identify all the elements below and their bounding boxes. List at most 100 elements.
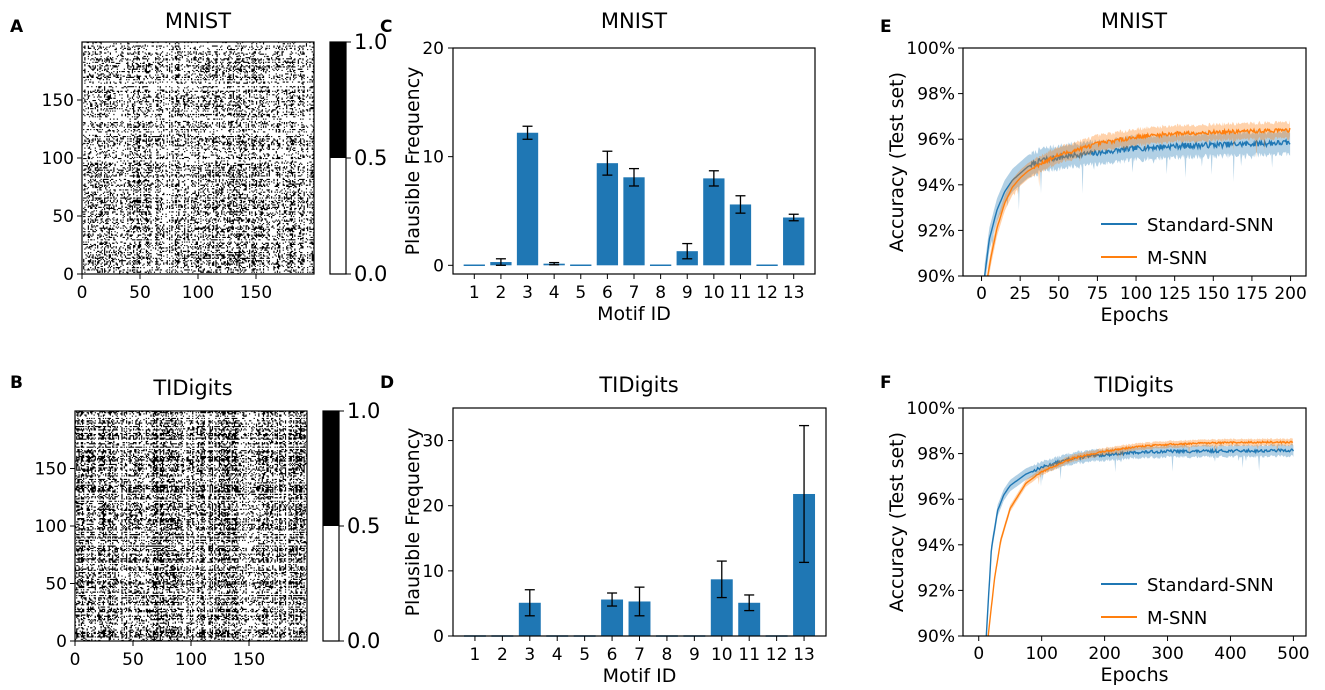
panel-title: MNIST — [1101, 9, 1167, 33]
bar — [729, 204, 752, 266]
y-tick-label: 30 — [422, 432, 444, 452]
line-panel-e: E MNIST 0 25 50 75 100 125 150 175 200 90% 92% 94% 96%… — [880, 9, 1307, 326]
panel-letter: A — [10, 17, 24, 37]
y-axis-label: Plausible Frequency — [402, 67, 424, 256]
legend-label: M-SNN — [1147, 608, 1207, 629]
colorbar-white — [330, 158, 346, 274]
x-tick-label: 50 — [1048, 284, 1070, 304]
colorbar-tick-label: 1.0 — [347, 399, 380, 423]
x-tick-label: 200 — [1088, 644, 1120, 664]
panel-letter: C — [380, 17, 392, 37]
x-tick-label: 12 — [766, 645, 788, 665]
y-tick-label: 94% — [917, 536, 955, 556]
bar — [518, 602, 541, 636]
x-tick-label: 13 — [783, 283, 805, 303]
x-tick-label: 100 — [1120, 284, 1152, 304]
colorbar-black — [323, 411, 339, 526]
x-tick-label: 1 — [470, 645, 481, 665]
x-tick-label: 25 — [1009, 284, 1031, 304]
plot-frame — [452, 47, 816, 275]
x-tick-label: 300 — [1151, 644, 1183, 664]
colorbar-tick-label: 0.0 — [347, 629, 380, 653]
x-tick-label: 200 — [1274, 284, 1306, 304]
x-tick-label: 9 — [682, 283, 693, 303]
x-tick-label: 13 — [793, 645, 815, 665]
plot-frame — [452, 407, 827, 637]
x-axis-label: Epochs — [1100, 304, 1168, 326]
x-tick-label: 3 — [524, 645, 535, 665]
bar — [738, 602, 761, 636]
y-tick-label: 0 — [433, 627, 444, 647]
y-tick-label: 20 — [422, 497, 444, 517]
x-tick-label: 10 — [703, 283, 725, 303]
colorbar-white — [323, 526, 339, 641]
x-tick-label: 4 — [552, 645, 563, 665]
plot-area — [983, 120, 1291, 276]
x-tick-label: 5 — [575, 283, 586, 303]
panel-letter: B — [10, 373, 23, 393]
colorbar-tick-label: 0.5 — [354, 146, 387, 170]
x-tick-label: 8 — [662, 645, 673, 665]
y-tick-label: 98% — [917, 445, 955, 465]
panel-title: TIDigits — [152, 376, 232, 400]
legend: Standard-SNN M-SNN — [1101, 575, 1274, 629]
legend-label: Standard-SNN — [1147, 215, 1274, 236]
y-tick-label: 94% — [917, 176, 955, 196]
bar — [601, 599, 624, 636]
y-axis-label: Accuracy (Test set) — [886, 432, 908, 612]
x-tick-label: 12 — [756, 283, 778, 303]
panel-title: TIDigits — [1093, 373, 1173, 397]
confidence-band — [984, 128, 1291, 276]
bar — [628, 601, 651, 636]
x-tick-label: 75 — [1087, 284, 1109, 304]
x-tick-label: 10 — [711, 645, 733, 665]
y-tick-label: 0 — [433, 256, 444, 276]
y-tick-label: 92% — [917, 221, 955, 241]
legend-label: Standard-SNN — [1147, 575, 1274, 596]
colorbar-tick-label: 0.0 — [354, 262, 387, 286]
x-tick-label: 0 — [70, 650, 81, 670]
line-panel-f: F TIDigits 0 100 200 300 400 500 90% 92% 94% 96% 98%… — [880, 373, 1310, 686]
panel-title: MNIST — [601, 9, 667, 33]
bar — [710, 579, 733, 636]
x-axis-label: Epochs — [1100, 664, 1168, 686]
x-tick-label: 0 — [973, 644, 984, 664]
panel-letter: F — [880, 373, 892, 393]
y-tick-label: 98% — [917, 85, 955, 105]
y-tick-label: 50 — [45, 575, 67, 595]
y-tick-label: 90% — [917, 267, 955, 287]
x-tick-label: 400 — [1214, 644, 1246, 664]
x-tick-label: 5 — [579, 645, 590, 665]
y-tick-label: 50 — [52, 207, 74, 227]
series-line — [983, 138, 1291, 276]
bar — [783, 217, 805, 266]
plot-frame — [962, 407, 1307, 637]
x-axis-label: Motif ID — [603, 665, 677, 687]
confidence-band — [986, 443, 1294, 636]
y-tick-label: 96% — [917, 130, 955, 150]
y-tick-label: 150 — [42, 91, 74, 111]
colorbar-tick-label: 1.0 — [354, 30, 387, 54]
bar — [516, 132, 539, 266]
x-tick-label: 175 — [1236, 284, 1268, 304]
y-tick-label: 20 — [422, 39, 444, 59]
plot-frame — [81, 41, 315, 275]
y-axis-label: Accuracy (Test set) — [886, 72, 908, 252]
panel-letter: E — [880, 17, 892, 37]
x-tick-label: 150 — [233, 650, 265, 670]
bar — [703, 178, 725, 266]
y-tick-label: 0 — [63, 265, 74, 285]
bar — [623, 177, 645, 266]
x-axis-label: Motif ID — [597, 303, 671, 325]
y-tick-label: 90% — [917, 627, 955, 647]
y-tick-label: 150 — [35, 460, 67, 480]
y-tick-label: 0 — [56, 632, 67, 652]
x-tick-label: 0 — [77, 283, 88, 303]
legend: Standard-SNN M-SNN — [1101, 215, 1274, 269]
colorbar-tick-label: 0.5 — [347, 514, 380, 538]
confidence-band — [987, 120, 1290, 276]
plot-frame — [962, 47, 1307, 277]
x-tick-label: 9 — [689, 645, 700, 665]
bar — [793, 493, 816, 636]
